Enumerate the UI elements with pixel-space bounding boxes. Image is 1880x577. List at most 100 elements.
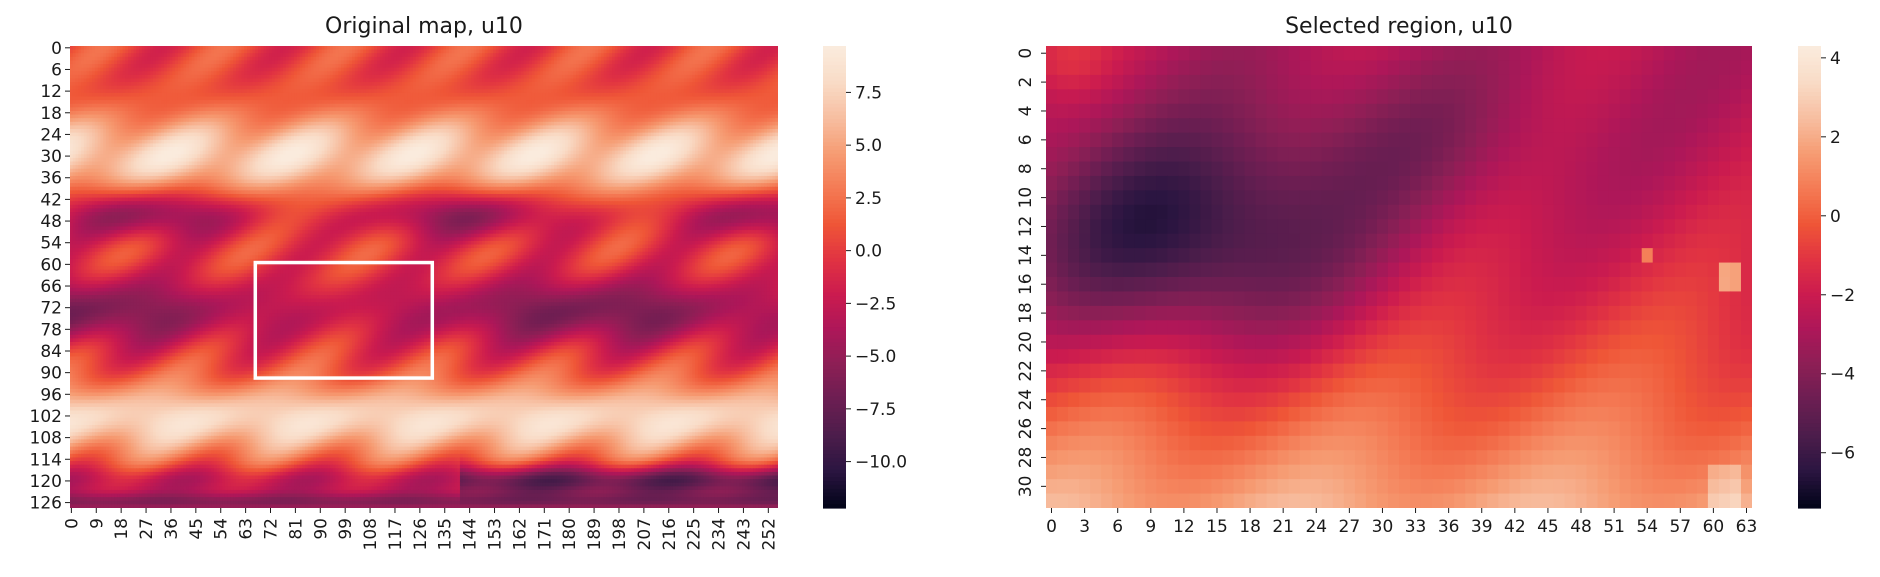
colorbar-segment [1798,466,1821,470]
colorbar-segment [823,289,846,293]
colorbar-segment [823,335,846,339]
colorbar-segment [1798,54,1821,58]
colorbar-segment [823,454,846,458]
colorbar-tick-label: 5.0 [855,136,882,156]
colorbar-segment [823,446,846,450]
colorbar-segment [823,254,846,258]
right-y-tick-label: 4 [1016,106,1036,117]
left-x-tick-label: 180 [560,518,580,550]
colorbar-segment [823,96,846,100]
right-x-tick-label: 6 [1112,517,1123,537]
colorbar-segment [1798,489,1821,493]
left-x-tick-label: 171 [535,518,555,550]
left-y-tick-label: 0 [51,39,62,59]
colorbar-segment [1798,177,1821,181]
left-x-tick-label: 18 [112,518,132,540]
colorbar-segment [823,400,846,404]
colorbar-segment [1798,431,1821,435]
colorbar-segment [1798,493,1821,497]
left-y-tick-label: 120 [30,472,62,492]
colorbar-segment [823,342,846,346]
colorbar-segment [823,219,846,223]
colorbar-segment [1798,219,1821,223]
colorbar-segment [823,169,846,173]
colorbar-segment [1798,450,1821,454]
colorbar-segment [1798,231,1821,235]
colorbar-segment [1798,104,1821,108]
colorbar-segment [1798,96,1821,100]
colorbar-segment [823,50,846,54]
colorbar-segment [823,300,846,304]
colorbar-segment [1798,181,1821,185]
colorbar-segment [823,127,846,131]
colorbar-segment [823,108,846,112]
colorbar-segment [823,362,846,366]
right-y-tick-label: 16 [1016,273,1036,295]
colorbar-tick-label: −7.5 [855,400,896,420]
left-y-tick-label: 66 [40,277,62,297]
colorbar-segment [1798,108,1821,112]
colorbar-segment [823,54,846,58]
colorbar-segment [823,269,846,273]
left-y-tick-label: 36 [40,169,62,189]
colorbar-segment [1798,215,1821,219]
left-x-tick-label: 162 [510,518,530,550]
right-heatmap [1046,46,1753,509]
colorbar-tick-label: 2 [1830,128,1841,148]
colorbar-segment [1798,473,1821,477]
right-x-tick-label: 51 [1603,517,1625,537]
colorbar-segment [1798,69,1821,73]
right-x-tick-label: 27 [1339,517,1361,537]
colorbar-segment [1798,281,1821,285]
colorbar-tick-label: 0.0 [855,242,882,262]
colorbar-segment [823,369,846,373]
colorbar-tick-label: 4 [1830,49,1841,69]
colorbar-segment [823,46,846,50]
colorbar-segment [1798,100,1821,104]
colorbar-segment [823,258,846,262]
colorbar-segment [823,346,846,350]
left-y-tick-label: 84 [40,342,62,362]
colorbar-segment [1798,165,1821,169]
colorbar-segment [1798,92,1821,96]
colorbar-segment [1798,185,1821,189]
colorbar-segment [1798,65,1821,69]
left-y-tick-label: 18 [40,104,62,124]
colorbar-segment [1798,412,1821,416]
colorbar-segment [1798,300,1821,304]
colorbar-segment [1798,369,1821,373]
colorbar-segment [1798,408,1821,412]
right-y-tick-label: 26 [1016,418,1036,440]
colorbar-segment [1798,204,1821,208]
colorbar-segment [1798,273,1821,277]
colorbar-segment [823,331,846,335]
colorbar-segment [1798,416,1821,420]
colorbar-segment [823,154,846,158]
colorbar-segment [1798,208,1821,212]
colorbar-segment [1798,169,1821,173]
left-y-tick-label: 24 [40,125,62,145]
left-y-tick-label: 78 [40,320,62,340]
left-y-tick-label: 114 [30,450,62,470]
colorbar-segment [1798,289,1821,293]
colorbar-segment [1798,73,1821,77]
colorbar-segment [1798,123,1821,127]
colorbar-segment [1798,277,1821,281]
right-x-tick-label: 36 [1438,517,1460,537]
colorbar-segment [1798,419,1821,423]
colorbar-segment [823,61,846,65]
left-x-tick-label: 63 [237,518,257,540]
colorbar-segment [823,466,846,470]
colorbar-segment [823,493,846,497]
right-chart-title: Selected region, u10 [1285,14,1513,39]
colorbar-segment [823,443,846,447]
left-x-tick-label: 234 [710,518,730,550]
colorbar-segment [823,208,846,212]
colorbar-segment [823,177,846,181]
left-x-tick-label: 9 [87,518,107,529]
left-y-tick-label: 96 [40,385,62,405]
colorbar-segment [823,327,846,331]
colorbar-segment [823,393,846,397]
colorbar-segment [823,204,846,208]
colorbar-segment [823,100,846,104]
